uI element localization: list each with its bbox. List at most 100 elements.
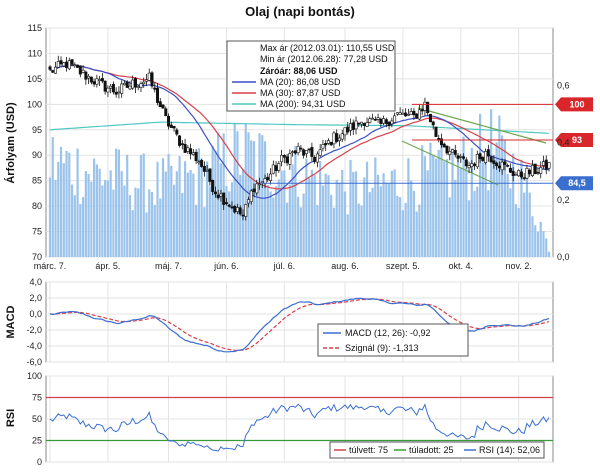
price-y-ticks: 70 75 80 85 90 95 100 105 110 115	[27, 23, 42, 262]
rsi-y-tick-label: 0	[37, 457, 42, 467]
rsi-legend: túlvett: 75 túladott: 25 RSI (14): 52,06	[329, 441, 545, 459]
candle-body	[439, 138, 443, 146]
volume-bar	[266, 185, 269, 257]
price-level-tag	[555, 132, 593, 147]
candle-body	[302, 149, 306, 156]
volume-bar	[98, 168, 101, 257]
volume-bar	[459, 168, 462, 257]
price-x-ticks: márc. 7. ápr. 5. máj. 7. jún. 6. júl. 6. aug.…	[34, 261, 532, 271]
candle-body	[428, 113, 432, 123]
volume-bar	[285, 202, 289, 257]
candle-body	[536, 171, 540, 174]
candle-body	[299, 147, 303, 150]
candle-body	[423, 101, 427, 111]
candle-body	[244, 204, 248, 217]
candle-body	[106, 87, 110, 93]
price-level-label: 100	[569, 99, 584, 109]
rsi-legend-text: RSI (14): 52,06	[479, 445, 540, 455]
volume-bar	[115, 148, 118, 257]
macd-legend: MACD (12, 26): -0,92 Szignál (9): -1,313	[317, 323, 469, 357]
volume-bar	[445, 159, 449, 257]
volume-bar	[390, 170, 393, 257]
candle-body	[205, 169, 209, 172]
volume-bar	[487, 190, 490, 257]
candle-body	[109, 85, 113, 89]
candle-body	[122, 82, 126, 86]
candle-body	[158, 101, 162, 108]
candle-body	[241, 214, 245, 217]
candle-body	[365, 122, 369, 127]
candle-body	[528, 169, 532, 175]
candle-body	[547, 162, 551, 169]
volume-bar	[412, 190, 416, 257]
volume-bar	[258, 133, 261, 257]
candle-body	[211, 180, 215, 192]
macd-y-tick-label: -2,0	[26, 325, 42, 335]
candle-body	[142, 81, 146, 85]
rsi-lines	[49, 403, 550, 452]
volume-bar	[156, 161, 159, 257]
price-x-tick-label: okt. 4.	[449, 261, 474, 271]
price-y-tick-label: 75	[32, 227, 42, 237]
volume-bar	[161, 158, 165, 257]
candle-body	[503, 161, 507, 165]
candle-body	[293, 150, 297, 154]
candle-body	[222, 192, 226, 205]
volume-bar	[363, 177, 366, 257]
rsi-y-tick-label: 50	[32, 414, 42, 424]
candle-body	[431, 121, 435, 126]
signal-legend-text: Szignál (9): -1,313	[345, 343, 419, 353]
volume-bar	[545, 238, 548, 257]
volume-bar	[313, 174, 316, 257]
candle-body	[434, 126, 438, 137]
candle-body	[456, 155, 460, 159]
volume-bar	[186, 172, 189, 257]
candle-body	[175, 129, 179, 135]
volume-bar	[341, 169, 344, 257]
volume-bar	[48, 177, 52, 257]
volume-bar	[106, 180, 109, 257]
volume-bar	[319, 161, 322, 257]
candle-body	[263, 178, 267, 184]
candle-body	[54, 66, 58, 74]
volume-bar	[277, 179, 280, 257]
volume-bar	[547, 251, 551, 257]
volume-bar	[272, 197, 275, 257]
volume-bar	[95, 164, 98, 257]
candle-body	[282, 154, 286, 158]
volume-bar	[410, 180, 413, 257]
candle-body	[156, 87, 160, 103]
volume-bar	[467, 200, 471, 257]
candle-body	[522, 177, 526, 180]
volume-bar	[181, 192, 184, 257]
candle-body	[230, 206, 234, 209]
volume-bar	[316, 205, 319, 257]
volume-bar	[192, 173, 195, 257]
volume-bar	[120, 171, 123, 257]
candle-body	[475, 154, 479, 168]
volume-bar	[255, 183, 258, 257]
candle-body	[517, 170, 521, 177]
price-y-tick-label: 100	[27, 99, 42, 109]
volume-y-tick-label: 0,0	[557, 252, 570, 262]
volume-bar	[368, 192, 371, 257]
candle-body	[128, 85, 132, 90]
candle-body	[48, 66, 52, 70]
volume-bar	[523, 192, 526, 257]
candle-body	[133, 78, 137, 88]
volume-bar	[371, 187, 374, 257]
candle-body	[500, 161, 504, 171]
volume-bar	[321, 185, 325, 257]
candle-body	[335, 133, 339, 142]
candle-body	[541, 161, 545, 166]
candle-body	[59, 60, 63, 65]
candle-body	[519, 171, 523, 178]
volume-bar	[382, 173, 385, 257]
volume-bar	[473, 190, 476, 257]
candle-body	[153, 87, 157, 90]
candle-body	[76, 64, 80, 68]
candle-body	[202, 166, 206, 172]
volume-bar	[297, 196, 300, 257]
volume-bar	[399, 197, 402, 257]
candle-body	[448, 151, 452, 155]
